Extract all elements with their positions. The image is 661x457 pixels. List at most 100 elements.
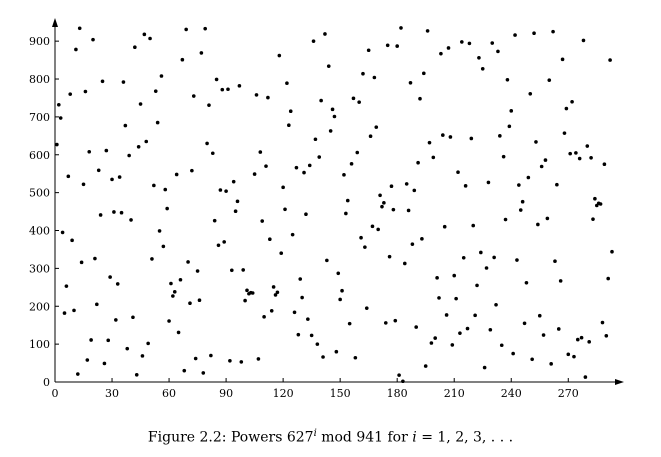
data-point-97 bbox=[237, 84, 242, 88]
data-point-188 bbox=[410, 242, 415, 246]
data-point-226 bbox=[482, 365, 487, 370]
data-point-106 bbox=[254, 93, 259, 97]
data-point-13 bbox=[77, 26, 82, 31]
data-point-201 bbox=[435, 276, 439, 280]
data-point-68 bbox=[182, 368, 187, 373]
data-point-36 bbox=[121, 80, 126, 84]
data-point-185 bbox=[404, 182, 409, 186]
data-point-16 bbox=[83, 89, 88, 94]
data-point-38 bbox=[125, 346, 130, 351]
data-point-261 bbox=[549, 362, 553, 366]
data-point-260 bbox=[547, 78, 552, 82]
data-point-110 bbox=[262, 315, 266, 319]
data-point-135 bbox=[309, 333, 314, 338]
data-point-249 bbox=[526, 175, 531, 180]
data-point-20 bbox=[91, 37, 95, 42]
data-point-169 bbox=[374, 125, 379, 129]
data-point-268 bbox=[562, 131, 567, 135]
x-tick-label-240: 240 bbox=[501, 387, 522, 400]
data-point-221 bbox=[473, 313, 477, 318]
data-point-162 bbox=[361, 71, 365, 76]
y-tick-label-500: 500 bbox=[29, 187, 50, 200]
data-point-2 bbox=[57, 102, 61, 107]
data-point-262 bbox=[551, 29, 555, 34]
data-point-82 bbox=[209, 353, 213, 358]
data-point-63 bbox=[172, 290, 177, 294]
data-point-9 bbox=[70, 238, 74, 243]
data-point-244 bbox=[517, 183, 521, 187]
data-point-31 bbox=[112, 210, 116, 214]
data-point-99 bbox=[241, 268, 245, 272]
data-point-46 bbox=[140, 354, 145, 358]
data-point-153 bbox=[344, 211, 348, 216]
data-point-43 bbox=[134, 373, 139, 377]
data-point-194 bbox=[422, 71, 426, 76]
caption-exponent: i bbox=[313, 428, 317, 439]
data-point-145 bbox=[328, 129, 333, 133]
data-point-200 bbox=[433, 336, 438, 340]
data-point-35 bbox=[119, 210, 124, 215]
data-point-128 bbox=[296, 332, 301, 337]
data-point-290 bbox=[604, 334, 609, 338]
data-point-62 bbox=[171, 294, 175, 298]
data-point-71 bbox=[188, 301, 192, 306]
data-point-264 bbox=[555, 182, 559, 187]
data-point-96 bbox=[235, 199, 240, 204]
data-point-142 bbox=[323, 32, 327, 36]
data-point-87 bbox=[218, 188, 223, 192]
data-point-41 bbox=[131, 315, 135, 320]
data-point-144 bbox=[326, 64, 331, 68]
data-point-291 bbox=[606, 276, 610, 281]
data-point-250 bbox=[528, 91, 533, 96]
data-point-228 bbox=[486, 180, 491, 185]
data-point-127 bbox=[294, 165, 299, 170]
data-point-248 bbox=[524, 280, 529, 285]
data-point-116 bbox=[273, 293, 278, 297]
data-point-170 bbox=[376, 227, 380, 232]
data-point-89 bbox=[222, 240, 226, 244]
data-point-254 bbox=[536, 222, 540, 227]
data-point-53 bbox=[153, 89, 158, 93]
data-point-202 bbox=[437, 296, 441, 300]
data-point-288 bbox=[600, 320, 605, 325]
data-point-184 bbox=[402, 261, 407, 266]
data-point-55 bbox=[157, 229, 162, 233]
data-point-39 bbox=[127, 153, 131, 158]
data-point-124 bbox=[288, 109, 293, 114]
y-tick-label-600: 600 bbox=[29, 149, 50, 162]
data-point-64 bbox=[174, 172, 179, 177]
x-tick-label-120: 120 bbox=[273, 387, 294, 400]
data-point-57 bbox=[161, 244, 166, 249]
data-point-119 bbox=[279, 251, 284, 256]
data-point-157 bbox=[351, 96, 356, 101]
data-point-54 bbox=[155, 120, 160, 125]
data-point-214 bbox=[460, 40, 464, 44]
data-point-52 bbox=[152, 183, 156, 188]
data-point-178 bbox=[391, 207, 396, 212]
data-point-133 bbox=[306, 317, 310, 321]
data-point-241 bbox=[511, 351, 515, 356]
data-point-83 bbox=[210, 151, 215, 156]
data-point-45 bbox=[138, 102, 143, 106]
data-point-101 bbox=[245, 288, 249, 293]
data-point-34 bbox=[117, 175, 122, 179]
data-point-220 bbox=[471, 223, 476, 228]
data-point-232 bbox=[494, 302, 498, 307]
data-point-247 bbox=[522, 321, 527, 326]
data-point-136 bbox=[311, 39, 316, 43]
data-point-5 bbox=[62, 311, 67, 315]
data-point-176 bbox=[387, 254, 392, 259]
data-point-58 bbox=[163, 187, 168, 192]
data-point-104 bbox=[250, 291, 255, 295]
data-point-15 bbox=[81, 182, 86, 187]
y-tick-label-700: 700 bbox=[29, 111, 50, 124]
data-point-151 bbox=[340, 288, 344, 293]
y-tick-label-300: 300 bbox=[29, 262, 50, 275]
data-point-198 bbox=[429, 341, 434, 345]
data-point-258 bbox=[543, 158, 548, 162]
data-point-156 bbox=[349, 162, 354, 166]
data-point-222 bbox=[475, 283, 479, 288]
data-point-195 bbox=[423, 364, 428, 368]
data-point-167 bbox=[370, 224, 375, 229]
data-point-175 bbox=[385, 43, 390, 48]
